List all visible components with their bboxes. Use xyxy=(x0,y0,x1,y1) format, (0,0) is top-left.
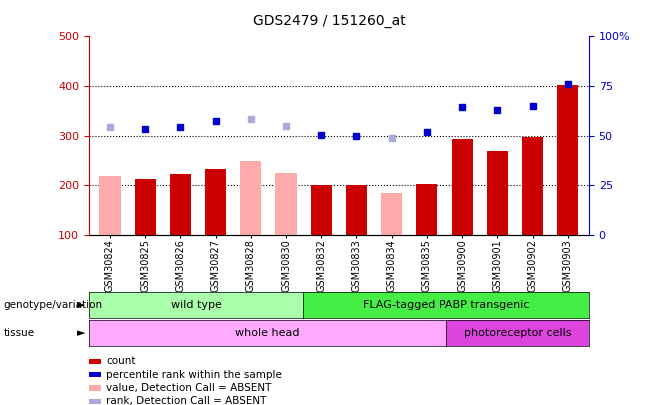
Bar xyxy=(311,185,332,235)
Bar xyxy=(381,193,402,235)
Text: rank, Detection Call = ABSENT: rank, Detection Call = ABSENT xyxy=(106,396,266,405)
Text: ►: ► xyxy=(77,328,86,338)
Text: genotype/variation: genotype/variation xyxy=(3,300,103,310)
Text: FLAG-tagged PABP transgenic: FLAG-tagged PABP transgenic xyxy=(363,300,529,310)
Text: photoreceptor cells: photoreceptor cells xyxy=(464,328,571,338)
Bar xyxy=(557,85,578,235)
Text: wild type: wild type xyxy=(170,300,222,310)
Bar xyxy=(135,179,156,235)
Bar xyxy=(276,173,297,235)
Bar xyxy=(487,151,508,235)
Text: count: count xyxy=(106,356,136,366)
Bar xyxy=(417,184,438,235)
Text: ►: ► xyxy=(77,300,86,310)
Text: whole head: whole head xyxy=(235,328,299,338)
Text: GDS2479 / 151260_at: GDS2479 / 151260_at xyxy=(253,14,405,28)
Bar xyxy=(346,185,367,235)
Bar xyxy=(522,136,543,235)
Bar xyxy=(205,169,226,235)
Text: tissue: tissue xyxy=(3,328,34,338)
Text: percentile rank within the sample: percentile rank within the sample xyxy=(106,370,282,379)
Bar xyxy=(451,139,472,235)
Bar xyxy=(240,162,261,235)
Text: value, Detection Call = ABSENT: value, Detection Call = ABSENT xyxy=(106,383,271,393)
Bar xyxy=(99,176,120,235)
Bar xyxy=(170,174,191,235)
